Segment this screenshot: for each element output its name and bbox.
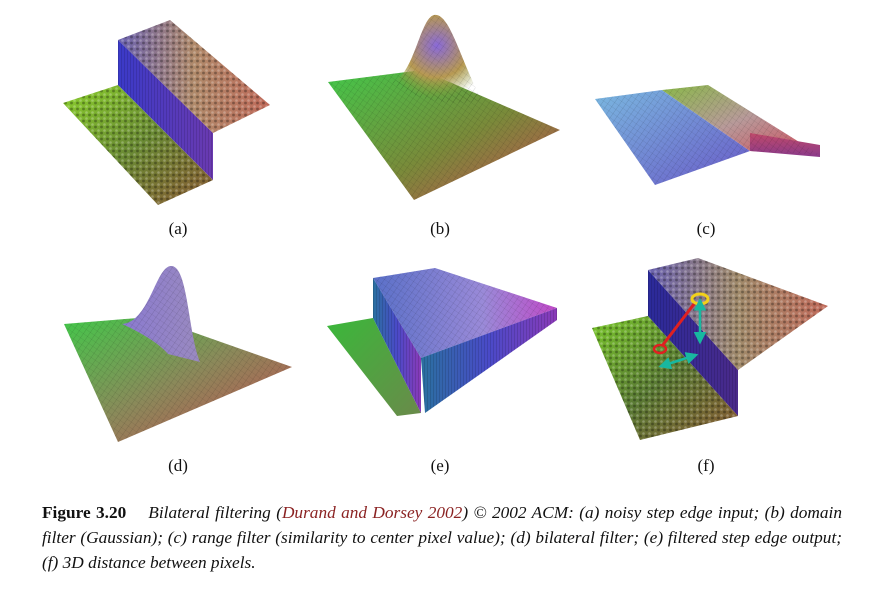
panel-e-filtered-step-edge xyxy=(325,268,565,418)
panel-label-a: (a) xyxy=(168,219,188,238)
panel-a-noisy-step-edge xyxy=(55,15,290,210)
caption-text-after: ) © 2002 ACM: (a) noisy step edge input;… xyxy=(42,503,842,572)
panel-label-c: (c) xyxy=(696,219,716,238)
panel-label-e: (e) xyxy=(430,456,450,475)
panel-f-3d-distance xyxy=(588,258,833,443)
panel-b-gaussian-domain-filter xyxy=(322,10,572,205)
panel-c-range-filter xyxy=(590,85,830,200)
caption-text-before: Bilateral filtering ( xyxy=(148,503,282,522)
panel-label-d: (d) xyxy=(168,456,188,475)
panel-label-b: (b) xyxy=(430,219,450,238)
figure-number: Figure 3.20 xyxy=(42,503,127,522)
figure-caption: Figure 3.20 Bilateral filtering (Durand a… xyxy=(42,500,842,575)
citation-link[interactable]: Durand and Dorsey 2002 xyxy=(281,503,463,522)
panel-d-bilateral-filter xyxy=(60,262,300,447)
panel-label-f: (f) xyxy=(697,456,715,475)
distance-annotations xyxy=(652,292,710,370)
